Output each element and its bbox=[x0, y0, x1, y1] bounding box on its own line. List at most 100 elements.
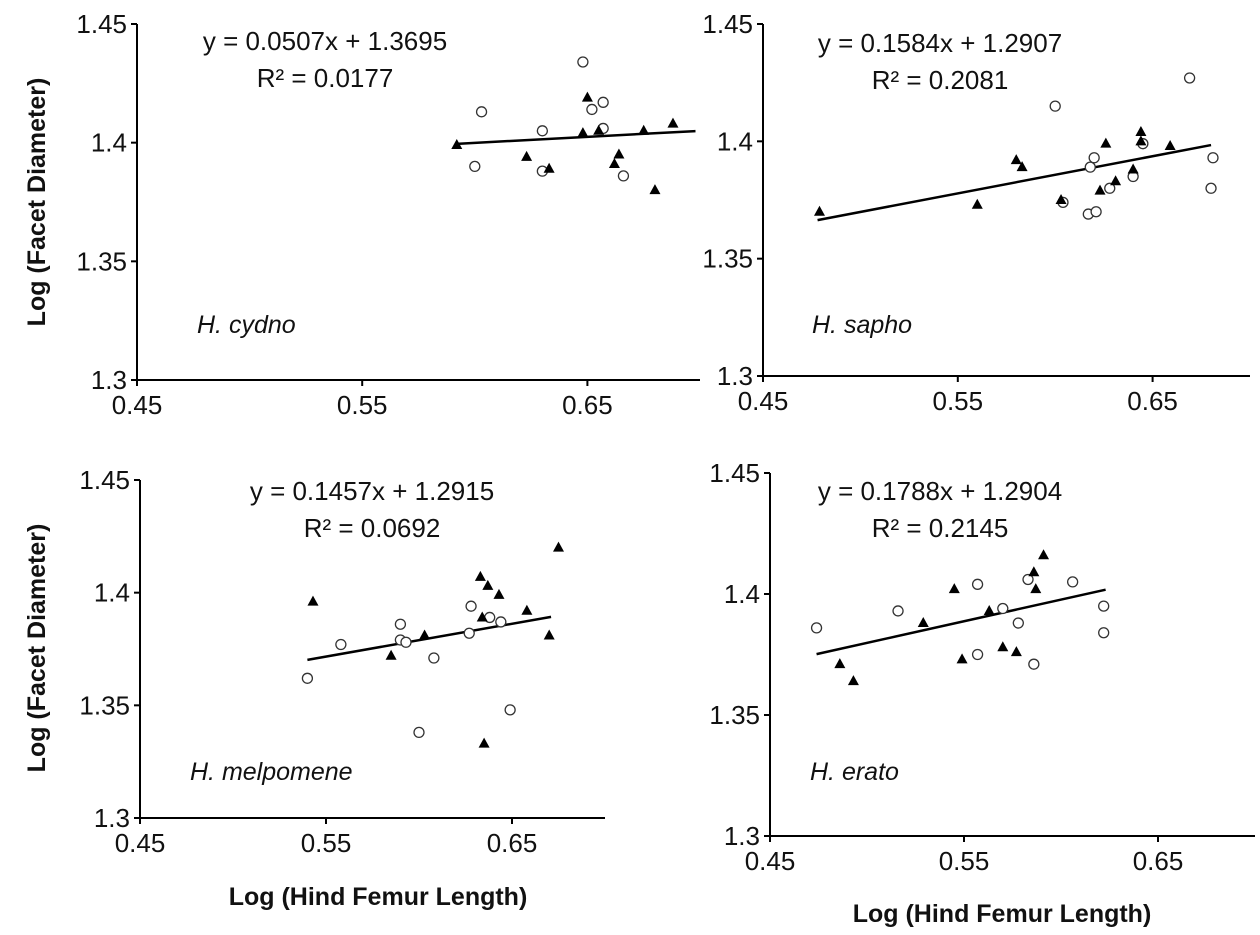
data-point-triangle bbox=[543, 162, 555, 173]
data-point-circle bbox=[400, 636, 412, 648]
data-point-triangle bbox=[577, 127, 589, 138]
data-point-triangle bbox=[521, 150, 533, 161]
data-point-circle bbox=[1098, 627, 1110, 639]
data-point-triangle bbox=[1094, 184, 1106, 195]
data-point-triangle bbox=[476, 611, 488, 622]
r-squared-label: R² = 0.2081 bbox=[872, 65, 1009, 95]
panel-h-cydno: y = 0.0507x + 1.3695 R² = 0.0177 H. cydn… bbox=[23, 9, 700, 420]
data-point-circle bbox=[475, 106, 488, 118]
data-point-triangle bbox=[553, 541, 564, 552]
y-axis-title: Log (Facet Diameter) bbox=[23, 78, 51, 327]
data-point-circle bbox=[536, 125, 549, 137]
data-point-circle bbox=[1049, 100, 1061, 112]
data-point-triangle bbox=[419, 629, 431, 640]
data-point-triangle bbox=[1164, 140, 1176, 151]
regression-equation: y = 0.1788x + 1.2904 bbox=[818, 476, 1062, 506]
data-point-triangle bbox=[649, 184, 661, 195]
r-squared-label: R² = 0.0692 bbox=[304, 513, 441, 543]
data-point-circle bbox=[504, 704, 516, 716]
x-tick-label: 0.65 bbox=[562, 390, 613, 420]
y-tick-label: 1.45 bbox=[709, 458, 760, 488]
data-point-triangle bbox=[543, 629, 555, 640]
data-point-triangle bbox=[482, 579, 494, 590]
data-point-triangle bbox=[1135, 125, 1147, 136]
x-tick-label: 0.65 bbox=[487, 828, 538, 858]
data-point-triangle bbox=[1127, 163, 1139, 174]
x-tick-label: 0.45 bbox=[745, 846, 796, 876]
panel-h-erato: y = 0.1788x + 1.2904 R² = 0.2145 H. erat… bbox=[709, 458, 1255, 928]
data-point-circle bbox=[1183, 72, 1196, 84]
data-point-circle bbox=[301, 672, 314, 684]
data-point-triangle bbox=[1055, 194, 1067, 204]
data-point-circle bbox=[463, 627, 475, 639]
y-tick-label: 1.3 bbox=[91, 365, 127, 395]
data-point-circle bbox=[971, 578, 984, 590]
data-point-circle bbox=[469, 160, 481, 173]
x-axis-title: Log (Hind Femur Length) bbox=[853, 900, 1152, 928]
data-point-triangle bbox=[956, 653, 968, 664]
data-point-triangle bbox=[474, 570, 486, 581]
data-point-triangle bbox=[983, 604, 995, 615]
y-tick-label: 1.35 bbox=[709, 700, 760, 730]
data-point-triangle bbox=[1010, 154, 1022, 165]
data-point-circle bbox=[1090, 206, 1102, 218]
data-point-circle bbox=[495, 616, 507, 628]
x-tick-label: 0.45 bbox=[115, 828, 166, 858]
data-point-triangle bbox=[667, 117, 679, 128]
data-point-triangle bbox=[638, 124, 650, 135]
data-point-triangle bbox=[521, 604, 533, 615]
data-point-circle bbox=[1022, 573, 1034, 586]
data-point-circle bbox=[1205, 182, 1217, 194]
y-axis-title: Log (Facet Diameter) bbox=[23, 524, 51, 773]
data-point-circle bbox=[394, 618, 407, 630]
species-label: H. sapho bbox=[812, 311, 912, 339]
data-point-circle bbox=[810, 622, 823, 634]
x-tick-label: 0.45 bbox=[738, 386, 789, 416]
data-point-circle bbox=[465, 600, 477, 612]
data-point-circle bbox=[577, 56, 589, 68]
x-tick-label: 0.55 bbox=[939, 846, 990, 876]
data-point-triangle bbox=[834, 658, 846, 669]
data-point-circle bbox=[1028, 658, 1040, 670]
data-point-triangle bbox=[493, 588, 505, 599]
data-point-triangle bbox=[948, 583, 960, 594]
data-point-triangle bbox=[581, 91, 593, 102]
panel-h-sapho: y = 0.1584x + 1.2907 R² = 0.2081 H. saph… bbox=[702, 9, 1250, 416]
data-point-triangle bbox=[307, 595, 319, 606]
data-point-triangle bbox=[1110, 175, 1122, 186]
regression-line bbox=[816, 588, 1106, 656]
data-point-triangle bbox=[1100, 137, 1112, 148]
y-tick-label: 1.3 bbox=[717, 361, 753, 391]
data-point-circle bbox=[586, 103, 598, 116]
data-point-circle bbox=[892, 605, 904, 617]
y-tick-label: 1.35 bbox=[79, 690, 130, 720]
data-point-triangle bbox=[593, 124, 605, 135]
data-point-triangle bbox=[917, 617, 929, 628]
species-label: H. erato bbox=[810, 758, 899, 786]
data-point-triangle bbox=[847, 675, 859, 686]
r-squared-label: R² = 0.0177 bbox=[257, 63, 394, 93]
y-tick-label: 1.45 bbox=[79, 465, 130, 495]
data-point-triangle bbox=[1028, 566, 1040, 577]
data-point-triangle bbox=[608, 158, 620, 169]
y-tick-label: 1.35 bbox=[702, 244, 753, 274]
data-point-triangle bbox=[451, 139, 463, 150]
x-tick-label: 0.55 bbox=[301, 828, 352, 858]
data-point-triangle bbox=[813, 205, 825, 216]
regression-equation: y = 0.0507x + 1.3695 bbox=[203, 26, 447, 56]
y-tick-label: 1.45 bbox=[76, 9, 127, 39]
x-tick-label: 0.45 bbox=[112, 390, 163, 420]
data-point-triangle bbox=[478, 737, 490, 748]
y-tick-label: 1.35 bbox=[76, 246, 127, 276]
data-point-circle bbox=[971, 648, 984, 661]
y-tick-label: 1.45 bbox=[702, 9, 753, 39]
y-tick-label: 1.4 bbox=[91, 128, 127, 158]
data-point-triangle bbox=[997, 641, 1009, 652]
data-point-circle bbox=[1066, 576, 1079, 588]
y-tick-label: 1.3 bbox=[724, 821, 760, 851]
data-point-triangle bbox=[1038, 549, 1050, 560]
y-tick-label: 1.4 bbox=[94, 578, 130, 608]
data-point-circle bbox=[597, 96, 609, 108]
regression-line bbox=[456, 129, 696, 146]
